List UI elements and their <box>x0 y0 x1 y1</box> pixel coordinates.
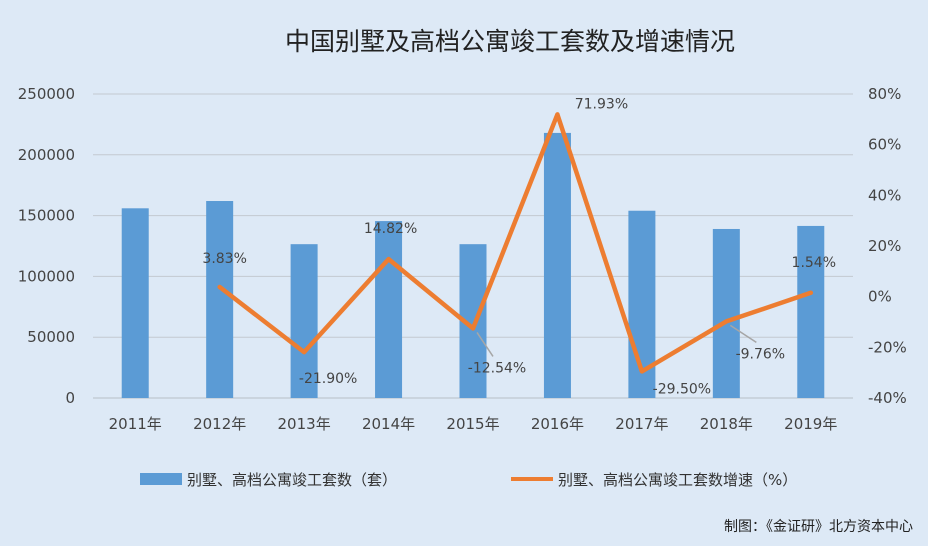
x-tick-label: 2013年 <box>278 415 331 433</box>
line-point <box>217 284 222 289</box>
line-data-label: -9.76% <box>736 346 786 362</box>
x-tick-label: 2015年 <box>446 415 499 433</box>
source-note: 制图：《金证研》北方资本中心 <box>724 519 913 535</box>
line-point <box>724 319 729 324</box>
right-tick-label: -20% <box>868 338 907 356</box>
left-tick-label: 100000 <box>18 267 75 285</box>
line-point <box>808 290 813 295</box>
right-tick-label: 80% <box>868 85 901 103</box>
left-tick-label: 200000 <box>18 146 75 164</box>
line-point <box>386 257 391 262</box>
x-tick-label: 2019年 <box>784 415 837 433</box>
line-data-label: -29.50% <box>653 381 711 397</box>
line-point <box>471 326 475 331</box>
line-data-labels: 3.83% -21.90% 14.82% -12.54% 71.93% -29.50% -9… <box>202 96 836 397</box>
bar <box>543 132 571 399</box>
bar <box>797 225 825 398</box>
x-tick-label: 2017年 <box>615 415 668 433</box>
line-data-label: -12.54% <box>468 360 526 376</box>
line-series <box>217 112 814 374</box>
line-point <box>639 369 644 374</box>
bar <box>712 228 740 398</box>
legend-bar-label: 别墅、高档公寓竣工套数（套） <box>187 471 397 489</box>
x-tick-label: 2012年 <box>193 415 246 433</box>
x-tick-label: 2016年 <box>531 415 584 433</box>
left-tick-label: 250000 <box>18 85 75 103</box>
legend: 别墅、高档公寓竣工套数（套） 别墅、高档公寓竣工套数增速（%） <box>140 471 797 489</box>
leader-line <box>729 324 757 344</box>
bar <box>290 244 318 398</box>
x-tick-label: 2011年 <box>109 415 162 433</box>
right-tick-label: 0% <box>868 288 892 306</box>
chart-title: 中国别墅及高档公寓竣工套数及增速情况 <box>285 27 735 56</box>
line-data-label: 71.93% <box>575 96 628 112</box>
line-data-label: 1.54% <box>792 255 836 271</box>
legend-line-label: 别墅、高档公寓竣工套数增速（%） <box>558 471 797 489</box>
right-tick-label: 20% <box>868 237 901 255</box>
left-tick-label: 50000 <box>27 328 75 346</box>
right-tick-label: -40% <box>868 389 907 407</box>
legend-bar-swatch <box>140 473 182 485</box>
left-axis-ticks: 0 50000 100000 150000 200000 250000 <box>18 85 75 407</box>
right-tick-label: 60% <box>868 136 901 154</box>
line-data-label: 3.83% <box>202 251 246 267</box>
leader-line <box>476 332 494 357</box>
right-axis-ticks: -40% -20% 0% 20% 40% 60% 80% <box>868 85 907 407</box>
label-leader-lines <box>476 324 757 357</box>
right-tick-label: 40% <box>868 186 901 204</box>
x-tick-label: 2014年 <box>362 415 415 433</box>
growth-line <box>217 112 814 374</box>
line-point <box>555 112 560 117</box>
left-tick-label: 150000 <box>18 207 75 225</box>
bar <box>206 201 234 398</box>
left-tick-label: 0 <box>65 389 75 407</box>
x-tick-label: 2018年 <box>700 415 753 433</box>
x-axis-ticks: 2011年 2012年 2013年 2014年 2015年 2016年 2017年 2018年… <box>109 415 838 433</box>
line-data-label: -21.90% <box>299 371 357 387</box>
bar <box>121 208 149 398</box>
line-point <box>302 350 307 355</box>
line-data-label: 14.82% <box>364 221 417 237</box>
bar <box>375 221 403 398</box>
